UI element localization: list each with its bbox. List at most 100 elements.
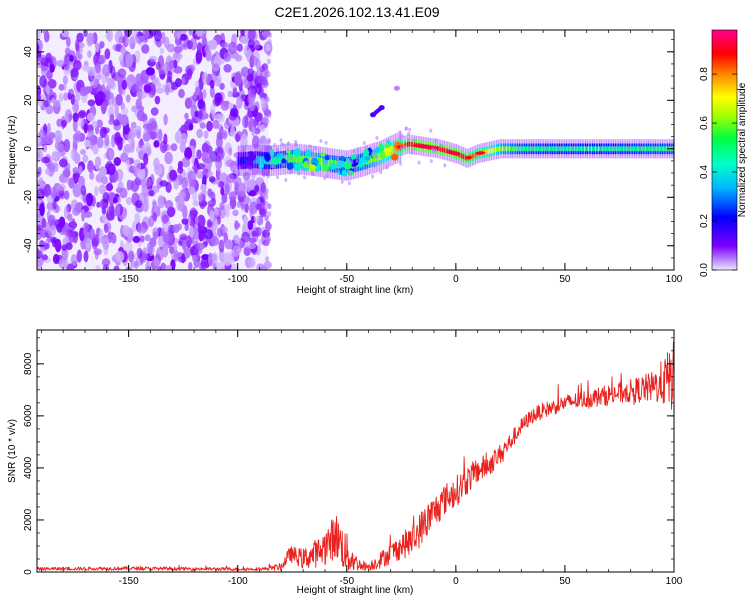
noise-blob <box>53 99 61 108</box>
ridge-core <box>262 156 264 164</box>
heatmap-frame <box>36 29 675 271</box>
noise-blob <box>231 33 238 41</box>
ridge-speckle <box>348 181 351 186</box>
noise-blob <box>130 121 137 129</box>
ridge-speckle <box>308 144 312 149</box>
x-tick-label: -150 <box>119 576 139 587</box>
noise-blob <box>140 203 150 212</box>
ridge-core <box>644 146 646 152</box>
ridge-speckle <box>303 175 306 180</box>
noise-blob <box>178 30 188 34</box>
noise-blob <box>234 72 242 86</box>
ridge-core <box>660 146 662 152</box>
noise-blob <box>50 186 57 199</box>
noise-blob <box>216 227 223 238</box>
ridge-speckle <box>375 136 379 140</box>
ridge-core <box>632 146 634 152</box>
noise-blob <box>174 130 183 144</box>
ridge-core <box>489 148 491 154</box>
noise-blob <box>204 44 210 54</box>
ridge-speckle <box>398 130 402 135</box>
ridge-speckle <box>398 136 402 141</box>
noise-blob <box>228 191 237 202</box>
noise-blob <box>265 256 270 263</box>
ridge-core <box>548 146 550 152</box>
noise-blob <box>259 124 266 132</box>
heatmap-faint-features <box>370 85 400 118</box>
ridge-blob <box>320 152 326 157</box>
x-tick-label: -100 <box>228 274 248 285</box>
ridge-core <box>412 142 414 147</box>
noise-blob <box>248 190 257 197</box>
noise-blob <box>155 205 161 217</box>
ridge-core <box>508 146 510 152</box>
noise-blob <box>180 43 189 50</box>
ridge-core <box>565 146 568 152</box>
noise-blob <box>129 130 136 137</box>
ridge-speckle <box>273 142 277 147</box>
noise-blob <box>153 157 160 170</box>
noise-blob <box>267 211 272 217</box>
noise-blob <box>120 46 126 55</box>
noise-blob <box>209 209 215 222</box>
ridge-speckle <box>404 126 408 131</box>
ridge-speckle <box>284 177 288 182</box>
ridge-speckle <box>399 145 403 150</box>
ridge-speckle <box>340 179 344 184</box>
ridge-speckle <box>324 140 328 145</box>
chart-title: C2E1.2026.102.13.41.E09 <box>274 4 439 20</box>
noise-blob <box>215 155 222 163</box>
noise-blob <box>41 217 47 229</box>
ridge-speckle <box>279 138 283 143</box>
noise-blob <box>154 77 160 84</box>
noise-blob <box>89 77 99 89</box>
noise-blob <box>237 182 246 197</box>
ridge-core <box>543 146 545 152</box>
noise-blob <box>170 143 178 152</box>
x-tick-label: 50 <box>559 576 571 587</box>
ridge-speckle <box>373 161 377 166</box>
noise-blob <box>37 171 41 178</box>
snr-x-axis-label: Height of straight line (km) <box>297 585 414 596</box>
noise-blob <box>264 63 269 70</box>
noise-blob <box>181 176 188 190</box>
ridge-core <box>518 146 520 152</box>
noise-blob <box>240 202 246 210</box>
noise-blob <box>265 107 270 114</box>
noise-blob <box>189 225 194 238</box>
noise-blob <box>198 228 203 242</box>
noise-blob <box>224 239 233 250</box>
noise-blob <box>223 52 230 62</box>
noise-blob <box>114 131 122 146</box>
noise-blob <box>188 123 194 131</box>
noise-blob <box>113 119 120 127</box>
ridge-core <box>520 146 522 152</box>
noise-blob <box>243 215 249 226</box>
noise-blob <box>232 176 242 186</box>
ridge-speckle <box>443 163 447 168</box>
noise-blob <box>157 195 165 208</box>
faint-feature-trace <box>371 106 383 117</box>
y-tick-label: 40 <box>23 46 34 58</box>
noise-blob <box>96 201 101 208</box>
noise-blob <box>107 77 115 89</box>
noise-blob <box>72 59 82 71</box>
noise-blob <box>240 133 248 147</box>
noise-blob <box>207 252 214 267</box>
ridge-core <box>330 159 332 168</box>
heatmap-y-axis-label: Frequency (Hz) <box>7 116 18 185</box>
noise-blob <box>125 197 133 205</box>
ridge-blob <box>363 149 370 157</box>
ridge-core <box>490 148 493 154</box>
noise-blob <box>110 65 116 79</box>
noise-blob <box>56 59 65 67</box>
noise-blob <box>85 237 92 249</box>
ridge-core <box>616 146 618 152</box>
noise-blob <box>164 265 174 270</box>
noise-blob <box>252 39 260 50</box>
ridge-core <box>546 146 548 152</box>
ridge-core <box>494 147 496 153</box>
ridge-core <box>244 156 246 165</box>
noise-blob <box>91 120 99 128</box>
noise-blob <box>163 113 168 126</box>
